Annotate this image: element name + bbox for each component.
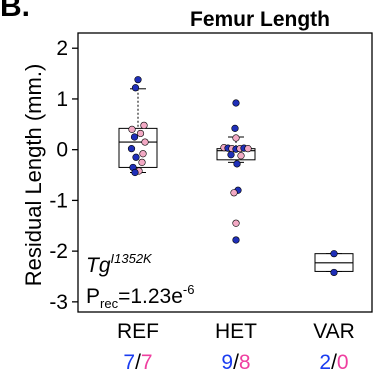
- male-count: 2: [319, 351, 331, 374]
- count-separator: /: [135, 351, 141, 374]
- plot-frame: [77, 32, 373, 313]
- point-male: [130, 133, 139, 141]
- point-male: [231, 124, 239, 132]
- y-axis-ticks: 2 1 0 -1 -2 -3: [49, 37, 78, 314]
- p-subscript: rec: [100, 296, 119, 311]
- point-female: [232, 134, 240, 142]
- point-male: [131, 84, 140, 92]
- point-female: [237, 152, 245, 160]
- point-male: [233, 160, 241, 168]
- count-ref: 7/7: [123, 351, 152, 374]
- point-female: [230, 189, 238, 197]
- count-separator: /: [331, 351, 337, 374]
- p-prefix: P: [86, 285, 100, 308]
- count-separator: /: [233, 351, 239, 374]
- male-count: 7: [123, 351, 135, 374]
- y-tick-label: 1: [56, 88, 68, 111]
- chart-title: Femur Length: [190, 8, 330, 31]
- x-axis-labels: REF HET VAR: [117, 320, 355, 343]
- point-female: [136, 129, 145, 138]
- point-male: [132, 153, 140, 161]
- point-male: [227, 151, 235, 159]
- x-label-var: VAR: [313, 320, 355, 343]
- point-male: [330, 250, 338, 258]
- y-tick-label: -2: [49, 240, 68, 263]
- y-tick-label: -1: [49, 189, 68, 212]
- genotype-annotation: TgI1352K: [86, 251, 153, 277]
- point-male: [232, 99, 240, 107]
- point-male: [134, 76, 142, 84]
- x-label-ref: REF: [117, 320, 159, 343]
- count-het: 9/8: [221, 351, 250, 374]
- p-value: =1.23e: [118, 285, 183, 308]
- annotations: TgI1352K Prec=1.23e-6: [86, 251, 194, 311]
- gene-allele: I1352K: [111, 251, 154, 266]
- point-female: [244, 145, 252, 153]
- y-tick-label: 2: [56, 37, 68, 60]
- female-count: 8: [239, 351, 251, 374]
- p-exponent: -6: [183, 282, 195, 297]
- y-axis-label: Residual Length (mm.): [21, 64, 46, 287]
- point-male: [330, 268, 338, 277]
- y-tick-label: -3: [49, 291, 68, 314]
- point-female: [138, 158, 146, 166]
- point-female: [141, 138, 149, 146]
- gene-name: Tg: [86, 254, 111, 277]
- point-male: [232, 236, 240, 244]
- p-value-annotation: Prec=1.23e-6: [86, 282, 194, 311]
- point-female: [128, 125, 136, 133]
- female-count: 0: [337, 351, 349, 374]
- panel-label: B.: [0, 0, 30, 23]
- count-var: 2/0: [319, 351, 348, 374]
- male-count: 9: [221, 351, 233, 374]
- x-label-het: HET: [215, 320, 257, 343]
- female-count: 7: [141, 351, 153, 374]
- sample-counts: 7/7 9/8 2/0: [123, 351, 348, 374]
- point-female: [232, 219, 240, 227]
- y-tick-label: 0: [56, 139, 68, 162]
- box-plots: [118, 88, 354, 272]
- point-male: [127, 145, 136, 153]
- data-points: [127, 76, 338, 277]
- point-female: [139, 150, 147, 158]
- point-female: [140, 121, 148, 129]
- point-male: [131, 168, 139, 177]
